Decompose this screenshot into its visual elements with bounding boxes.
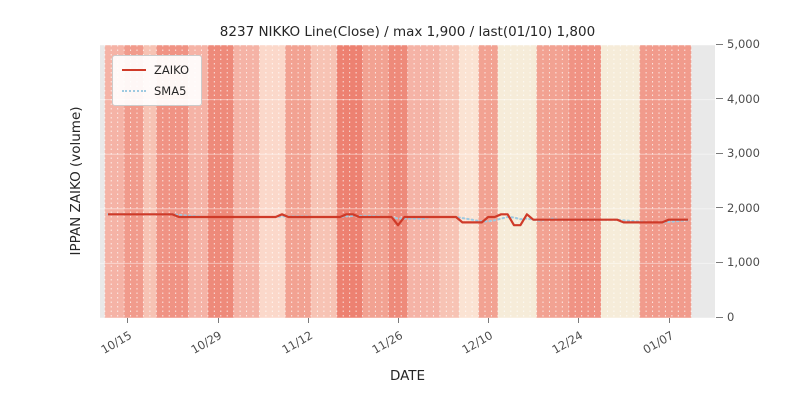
x-tick-label: 10/15 <box>98 328 135 357</box>
background-band <box>407 45 440 318</box>
y-tick-mark <box>716 316 723 318</box>
y-tick-text: 5,000 <box>727 37 760 51</box>
y-tick-text: 4,000 <box>727 91 760 106</box>
y-axis-label: IPPAN ZAIKO (volume) <box>68 106 84 256</box>
plot-canvas <box>100 45 715 318</box>
plot-area <box>100 45 715 318</box>
background-band <box>439 45 460 318</box>
zaiko-line <box>108 213 688 227</box>
y-tick-text: 0 <box>727 310 735 324</box>
y-tick-text: 3,000 <box>727 146 760 161</box>
chart-title: 8237 NIKKO Line(Close) / max 1,900 / las… <box>219 24 596 40</box>
background-band <box>388 45 408 318</box>
y-tick-mark <box>716 207 723 209</box>
x-tick-label: 12/10 <box>459 328 496 357</box>
background-band <box>478 45 498 318</box>
zaiko-line-swatch <box>122 69 146 71</box>
legend-item-zaiko: ZAIKO <box>122 63 189 77</box>
x-tick-mark <box>127 318 129 323</box>
y-tick-text: 1,000 <box>727 255 760 270</box>
background-band <box>536 45 569 318</box>
y-tick-mark <box>716 98 723 100</box>
legend: ZAIKO SMA5 <box>112 55 203 106</box>
y-tick-label: 5,000 <box>716 37 760 51</box>
y-tick-label: 4,000 <box>716 92 760 106</box>
x-tick-mark <box>398 318 399 323</box>
x-tick-mark <box>578 318 580 323</box>
y-tick-label: 1,000 <box>716 255 760 269</box>
background-band <box>568 45 601 318</box>
legend-item-sma5: SMA5 <box>122 84 189 98</box>
legend-label-sma5: SMA5 <box>154 84 187 98</box>
x-tick-label: 11/12 <box>279 328 315 357</box>
y-tick-mark <box>716 43 723 45</box>
x-tick-label: 11/26 <box>369 328 405 357</box>
x-tick-mark <box>217 318 219 323</box>
x-tick-mark <box>668 318 670 323</box>
x-axis-label: DATE <box>389 368 426 384</box>
x-tick-label: 12/24 <box>549 328 586 357</box>
y-tick-label: 3,000 <box>716 146 760 160</box>
y-tick-mark <box>716 152 723 154</box>
background-band <box>124 45 144 318</box>
x-tick-mark <box>307 318 309 323</box>
background-band <box>188 45 208 318</box>
sma5-line-swatch <box>122 90 146 92</box>
y-tick-text: 2,000 <box>727 200 760 215</box>
background-band <box>104 45 125 318</box>
background-band <box>459 45 479 318</box>
y-tick-label: 2,000 <box>716 201 760 215</box>
x-tick-label: 10/29 <box>188 328 225 357</box>
legend-label-zaiko: ZAIKO <box>154 63 190 77</box>
y-tick-label: 0 <box>716 310 734 324</box>
x-tick-mark <box>488 318 490 323</box>
y-tick-mark <box>716 261 723 263</box>
x-tick-label: 01/07 <box>639 328 676 357</box>
